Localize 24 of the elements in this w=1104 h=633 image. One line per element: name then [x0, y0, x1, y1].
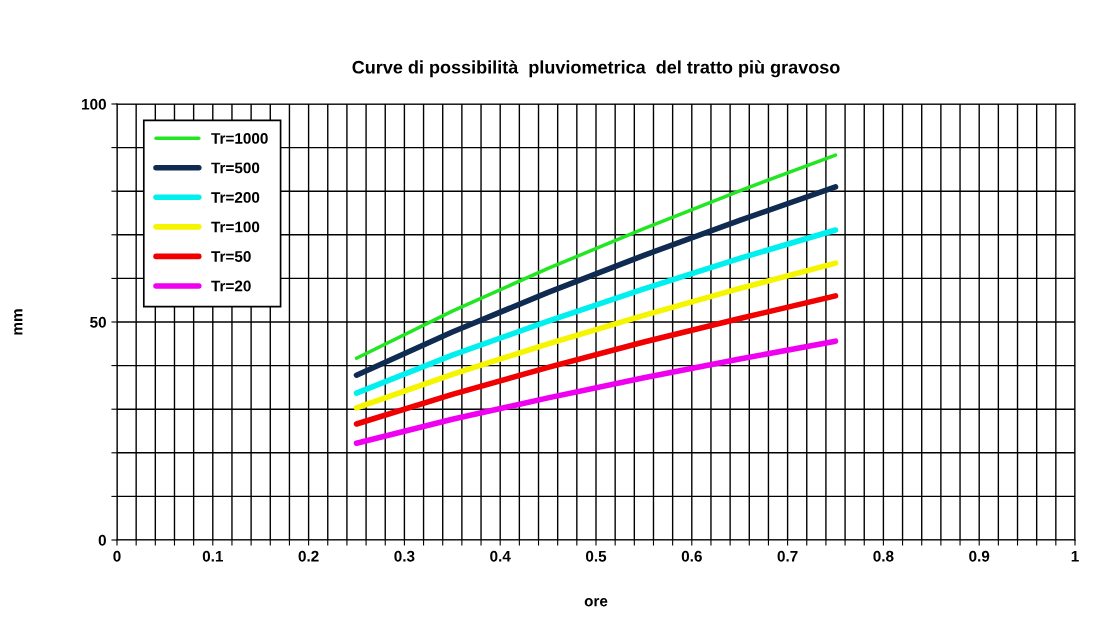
legend-label: Tr=1000 [211, 132, 268, 144]
y-tick-label: 0 [98, 534, 106, 546]
x-axis-title: ore [584, 598, 608, 607]
legend-label: Tr=50 [211, 251, 251, 262]
x-tick-label: 0.8 [873, 550, 894, 562]
y-tick-label: 50 [90, 316, 106, 328]
x-tick-label: 0.4 [490, 550, 511, 562]
y-axis-title: mm [14, 309, 23, 335]
x-tick-label: 0.9 [969, 550, 990, 562]
x-tick-label: 0 [113, 550, 121, 562]
x-tick-label: 0.7 [777, 550, 798, 562]
x-tick-label: 0.6 [681, 550, 702, 562]
x-tick-label: 0.2 [298, 550, 319, 562]
y-tick-label: 100 [82, 98, 106, 110]
line-series [354, 153, 838, 360]
chart-title: Curve di possibilità pluviometrica del tratto più gravoso [352, 60, 840, 78]
x-tick-label: 0.3 [394, 550, 415, 562]
x-tick-label: 0.5 [585, 550, 607, 562]
legend-label: Tr=500 [211, 162, 260, 174]
legend-label: Tr=20 [211, 280, 251, 292]
x-tick-label: 1 [1071, 550, 1079, 562]
legend-label: Tr=200 [211, 192, 260, 203]
legend-label: Tr=100 [211, 221, 260, 233]
x-tick-label: 0.1 [202, 550, 223, 562]
